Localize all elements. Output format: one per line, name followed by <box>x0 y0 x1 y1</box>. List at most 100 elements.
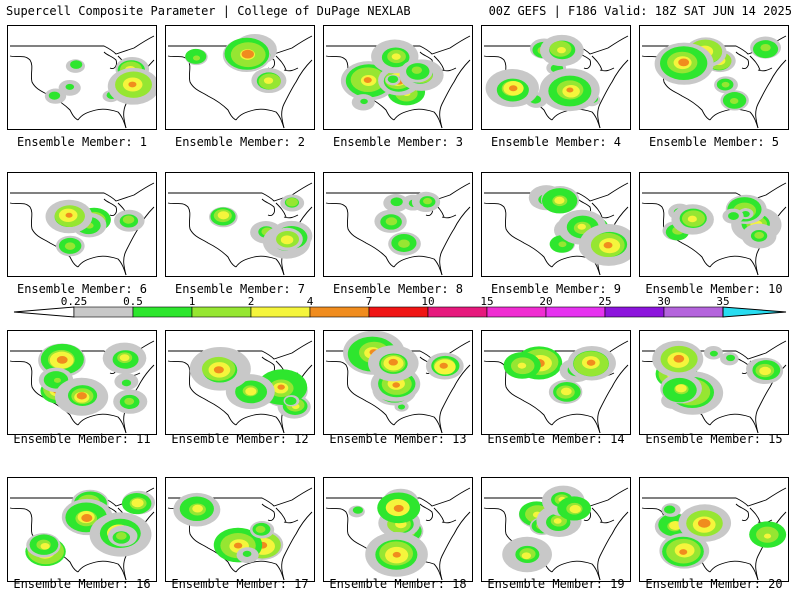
map-outline <box>597 364 629 434</box>
ensemble-member-map <box>7 330 157 435</box>
ensemble-member-map <box>165 477 315 582</box>
scp-contour <box>53 377 61 383</box>
scp-contour <box>729 97 739 105</box>
scp-contour <box>397 404 406 410</box>
scp-contour <box>679 549 688 555</box>
ensemble-member-map <box>481 477 631 582</box>
legend-threshold-label: 0.25 <box>61 296 88 308</box>
map-outline <box>168 340 313 360</box>
scp-contour <box>558 241 567 248</box>
map-outline <box>325 360 395 426</box>
scp-contour <box>569 505 581 514</box>
us-map <box>325 331 471 434</box>
us-map <box>483 485 629 581</box>
ensemble-member-label: Ensemble Member: 19 <box>487 577 625 591</box>
ensemble-member-label: Ensemble Member: 20 <box>645 577 783 591</box>
scp-contour <box>678 58 690 67</box>
scp-contour <box>709 350 718 357</box>
map-outline <box>439 364 471 434</box>
scp-contour <box>521 552 532 560</box>
map-outline <box>393 108 443 129</box>
us-map <box>325 35 471 129</box>
scp-contour <box>122 215 135 224</box>
ensemble-member-label: Ensemble Member: 18 <box>329 577 467 591</box>
map-outline <box>9 55 79 121</box>
scp-contour <box>439 362 448 369</box>
map-outline <box>168 487 313 507</box>
scp-contour <box>687 215 697 223</box>
ensemble-member-label: Ensemble Member: 1 <box>16 135 148 149</box>
scp-contour <box>124 397 135 405</box>
map-outline <box>735 503 773 524</box>
scp-contour <box>128 81 137 88</box>
scp-contour <box>603 242 613 249</box>
map-outline <box>642 340 787 360</box>
scp-contour <box>121 379 132 387</box>
ensemble-member-map <box>165 25 315 130</box>
ensemble-member-label: Ensemble Member: 14 <box>487 432 625 446</box>
map-outline <box>439 59 471 129</box>
legend-threshold-label: 0.5 <box>123 296 143 308</box>
scp-contour <box>277 384 285 390</box>
run-info: 00Z GEFS | F186 Valid: 18Z SAT JUN 14 20… <box>488 4 792 18</box>
ensemble-member-label: Ensemble Member: 8 <box>332 282 464 296</box>
scp-contour <box>352 506 364 514</box>
legend-color-segment <box>132 306 193 318</box>
scp-contour <box>760 43 771 52</box>
us-map <box>167 182 313 276</box>
us-map <box>167 340 313 434</box>
map-outline <box>235 560 285 581</box>
map-outline <box>77 255 127 276</box>
map-outline <box>393 255 443 276</box>
scp-contour <box>392 382 400 388</box>
scp-contour <box>70 60 83 69</box>
legend-color-segment <box>250 306 311 318</box>
scp-contour <box>391 53 401 60</box>
map-outline <box>235 108 285 129</box>
ensemble-member-map <box>7 172 157 277</box>
scp-contour <box>65 212 73 218</box>
us-map <box>641 182 787 276</box>
scp-contour <box>115 532 127 540</box>
scp-contour <box>423 197 432 205</box>
scp-contour <box>363 77 372 83</box>
ensemble-member-map <box>639 477 789 582</box>
legend-threshold-label: 10 <box>421 296 434 308</box>
scp-contour <box>192 55 201 61</box>
scp-contour <box>56 356 68 364</box>
map-outline <box>281 511 313 581</box>
scp-contour <box>560 387 572 396</box>
map-outline <box>393 413 443 434</box>
scp-contour <box>721 81 730 88</box>
ensemble-member-label: Ensemble Member: 13 <box>329 432 467 446</box>
map-outline <box>642 182 787 202</box>
map-outline <box>10 35 155 55</box>
map-outline <box>755 59 787 129</box>
legend-threshold-label: 4 <box>307 296 314 308</box>
scp-contour <box>763 533 772 539</box>
legend-color-segment <box>663 306 724 318</box>
map-outline <box>168 182 313 202</box>
scp-contour <box>411 66 423 74</box>
map-outline <box>483 202 553 268</box>
scp-contour <box>40 542 50 550</box>
scp-contour <box>673 354 685 363</box>
map-outline <box>709 255 759 276</box>
us-map <box>9 487 156 581</box>
map-outline <box>551 255 601 276</box>
map-outline <box>642 487 787 507</box>
ensemble-member-map <box>323 172 473 277</box>
scp-contour <box>398 239 410 248</box>
ensemble-member-map <box>639 330 789 435</box>
scp-contour <box>242 550 252 557</box>
map-outline <box>235 413 285 434</box>
map-outline <box>735 51 773 72</box>
scp-contour <box>213 366 224 374</box>
ensemble-member-map <box>165 172 315 277</box>
ensemble-member-label: Ensemble Member: 17 <box>171 577 309 591</box>
scp-contour <box>48 91 61 100</box>
scp-contour <box>388 358 398 366</box>
scp-contour <box>217 211 230 220</box>
legend-color-segment <box>309 306 370 318</box>
legend-threshold-label: 7 <box>366 296 373 308</box>
